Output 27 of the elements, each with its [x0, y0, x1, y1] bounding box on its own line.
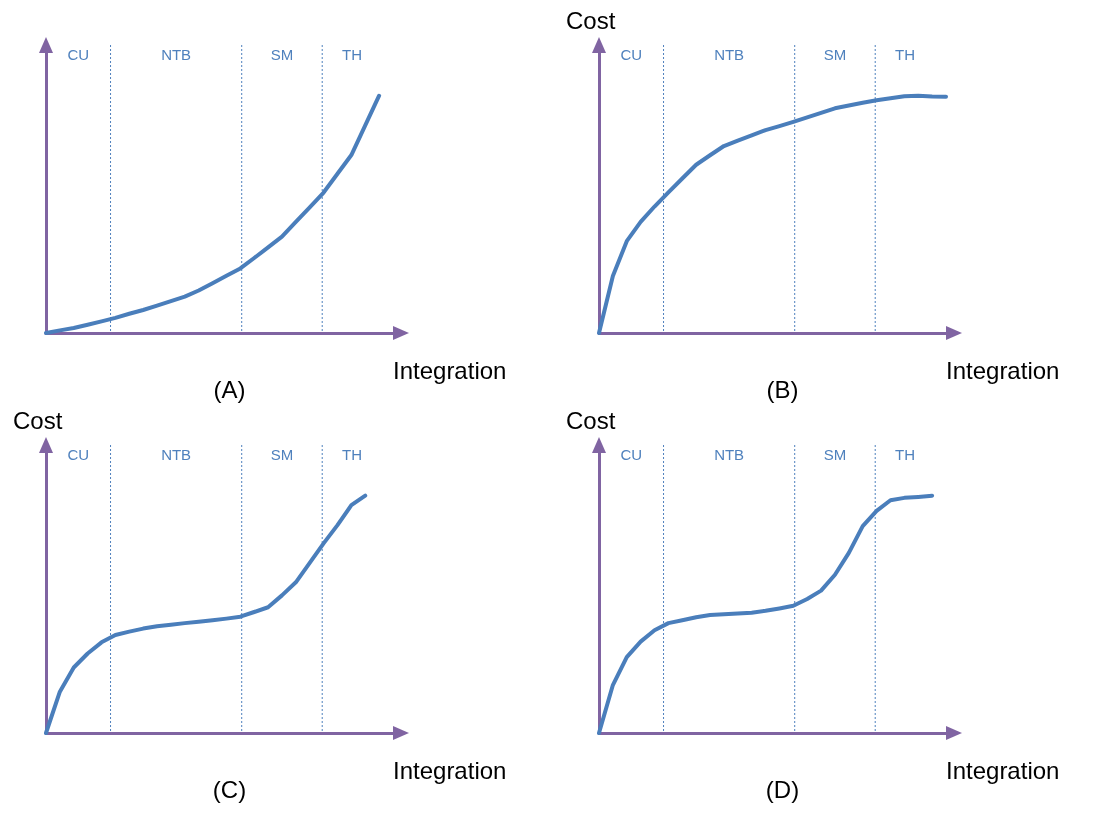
text: (A) — [213, 375, 246, 403]
text: CU — [67, 446, 90, 463]
y-axis-title: Cost — [13, 406, 63, 434]
text: TH — [342, 446, 363, 463]
y-axis-title: Cost — [566, 406, 616, 434]
y-axis-title: Cost — [566, 6, 616, 34]
text: SM — [270, 46, 294, 63]
text: CU — [67, 46, 90, 63]
text: TH — [895, 46, 916, 63]
x-axis-title: Integration — [946, 756, 1060, 784]
text: CU — [620, 446, 643, 463]
text: SM — [823, 46, 847, 63]
text: NTB — [714, 46, 745, 63]
text: SM — [270, 446, 294, 463]
text: NTB — [161, 46, 192, 63]
text: NTB — [714, 446, 745, 463]
text: CU — [620, 46, 643, 63]
text: (D) — [765, 775, 800, 803]
x-axis-title: Integration — [393, 356, 507, 384]
text: (B) — [766, 375, 799, 403]
text: TH — [342, 46, 363, 63]
text: (C) — [212, 775, 247, 803]
x-axis-title: Integration — [393, 756, 507, 784]
x-axis-title: Integration — [946, 356, 1060, 384]
text: SM — [823, 446, 847, 463]
text: NTB — [161, 446, 192, 463]
text: TH — [895, 446, 916, 463]
